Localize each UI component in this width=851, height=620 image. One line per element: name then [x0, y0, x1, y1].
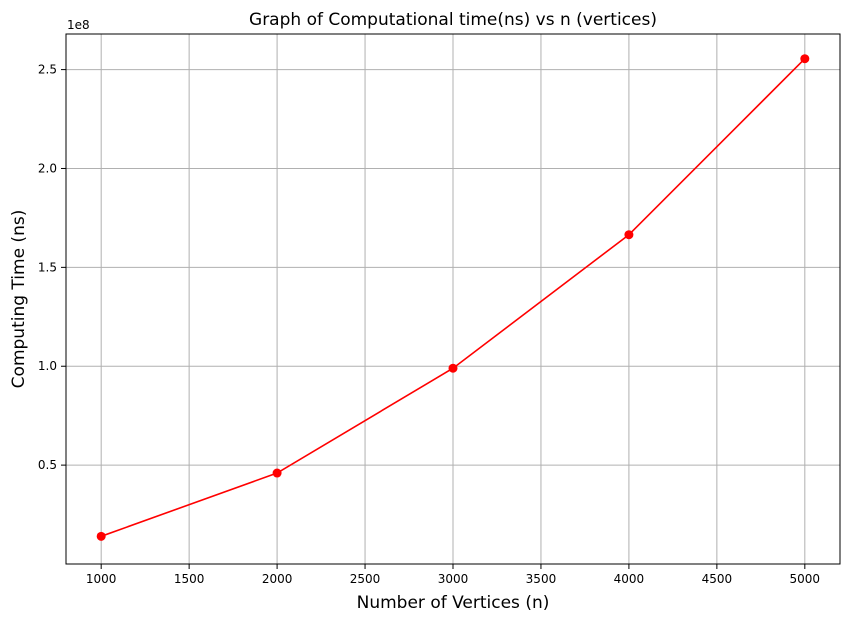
y-tick-label: 1.5	[38, 260, 57, 274]
y-tick-label: 0.5	[38, 458, 57, 472]
data-point	[624, 230, 634, 240]
data-point	[800, 54, 810, 64]
x-tick-label: 3000	[438, 572, 469, 586]
data-point	[448, 363, 458, 373]
x-tick-label: 1500	[174, 572, 205, 586]
x-tick-label: 4500	[702, 572, 733, 586]
y-tick-label: 2.0	[38, 161, 57, 175]
x-tick-label: 3500	[526, 572, 557, 586]
chart-title: Graph of Computational time(ns) vs n (ve…	[249, 10, 657, 30]
x-tick-label: 4000	[614, 572, 645, 586]
y-tick-label: 1.0	[38, 359, 57, 373]
text-layer: Graph of Computational time(ns) vs n (ve…	[9, 10, 820, 613]
x-tick-label: 2000	[262, 572, 293, 586]
x-tick-label: 5000	[790, 572, 821, 586]
data-point	[96, 531, 106, 541]
data-point	[272, 468, 282, 478]
y-axis-label: Computing Time (ns)	[9, 210, 29, 389]
x-axis-label: Number of Vertices (n)	[357, 593, 550, 613]
axes	[61, 33, 841, 569]
series-layer	[96, 54, 810, 541]
y-axis-offset-label: 1e8	[67, 18, 90, 32]
y-tick-label: 2.5	[38, 63, 57, 77]
x-tick-label: 2500	[350, 572, 381, 586]
x-tick-label: 1000	[86, 572, 117, 586]
